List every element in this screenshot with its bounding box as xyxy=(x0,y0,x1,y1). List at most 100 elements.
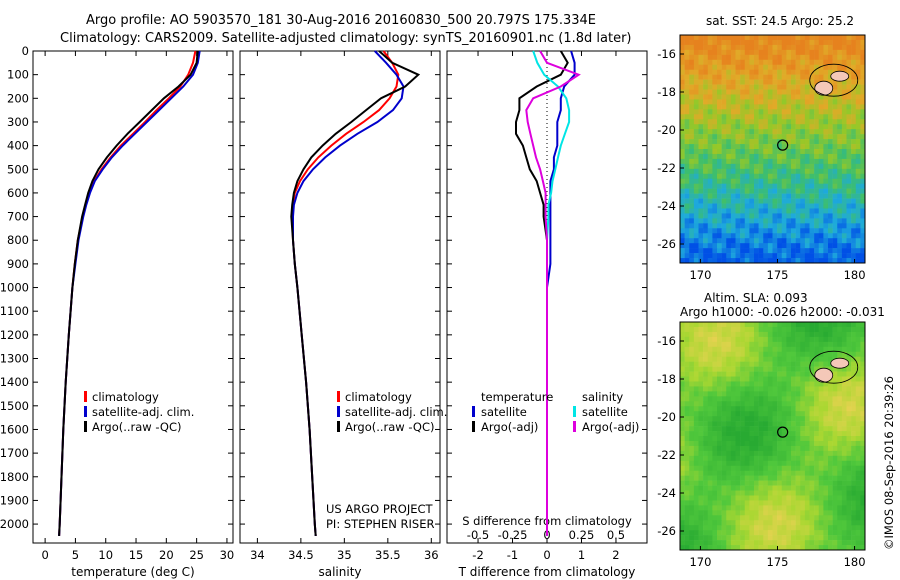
y-tick-label: 1800 xyxy=(0,470,29,484)
legend-argo-label: Argo(..raw -QC) xyxy=(92,420,182,434)
map-raster xyxy=(680,35,866,264)
legend-argo-swatch xyxy=(84,421,87,432)
lat-tick-label: -26 xyxy=(657,524,676,538)
profile-panels: 0 5 10 15 20 25 300100200300400500600700800900… xyxy=(0,44,648,579)
y-tick-label: 500 xyxy=(7,162,29,176)
y-tick-label: 700 xyxy=(7,210,29,224)
series-line-temperature-argo-adj- xyxy=(515,50,569,536)
legend-argo-label: Argo(..raw -QC) xyxy=(345,420,435,434)
header-line-1: Argo profile: AO 5903570_181 30-Aug-2016… xyxy=(86,13,596,28)
x-tick-label: -2 xyxy=(472,548,483,562)
map-frame xyxy=(679,321,866,551)
y-tick-label: 1300 xyxy=(0,352,29,366)
map-raster xyxy=(680,322,866,551)
series-line-climatology xyxy=(291,50,400,536)
series-line-satellite-adj-clim- xyxy=(58,50,201,536)
series-line-argo-raw-qc- xyxy=(58,50,199,536)
x-tick-label: 25 xyxy=(189,548,204,562)
y-tick-label: 1600 xyxy=(0,422,29,436)
legend-climatology-swatch xyxy=(337,391,340,402)
y-tick-label: 900 xyxy=(7,257,29,271)
legend-temp-satellite-label: satellite xyxy=(481,405,527,419)
profile-lines xyxy=(58,50,581,536)
profile-panel-1: 0 5 10 15 20 25 300100200300400500600700800900… xyxy=(0,44,234,579)
plot-frame xyxy=(32,50,234,544)
legend-satellite-swatch xyxy=(84,406,87,417)
legend-climatology-label: climatology xyxy=(92,390,159,404)
legend-sal-satellite-label: satellite xyxy=(582,405,628,419)
sst-map: 170 175 180 -16 -18 -20 -22 -24 -26 xyxy=(657,34,866,282)
pi-credit: PI: STEPHEN RISER xyxy=(326,517,435,531)
plot-frame xyxy=(239,50,441,544)
legend-satellite-label: satellite-adj. clim. xyxy=(345,405,447,419)
y-tick-label: 1400 xyxy=(0,375,29,389)
salinity-legend: climatology satellite-adj. clim. Argo(..… xyxy=(337,390,447,434)
lon-tick-label: 175 xyxy=(767,268,789,282)
island-shape xyxy=(830,357,850,369)
island-shape xyxy=(830,70,850,82)
project-credit: US ARGO PROJECT xyxy=(326,502,434,516)
sla-map: 170 175 180 -16 -18 -20 -22 -24 -26 xyxy=(657,321,866,569)
legend-sal-argo-label: Argo(-adj) xyxy=(582,420,639,434)
x-tick-label: 2 xyxy=(612,548,619,562)
lon-tick-label: 170 xyxy=(689,555,711,569)
profile-panel-2: 34 34.5 35 35.5 36 salinity xyxy=(239,50,441,579)
series-line-temperature-satellite xyxy=(546,50,576,536)
y-tick-label: 100 xyxy=(7,68,29,82)
legend-salinity-heading: salinity xyxy=(582,390,623,404)
y-tick-label: 1000 xyxy=(0,281,29,295)
legend-climatology-label: climatology xyxy=(345,390,412,404)
y-tick-label: 300 xyxy=(7,115,29,129)
x-axis-label: T difference from climatology xyxy=(458,565,636,579)
temperature-legend: climatology satellite-adj. clim. Argo(..… xyxy=(84,390,194,434)
series-line-argo-raw-qc- xyxy=(290,50,421,536)
x-tick-label: 20 xyxy=(159,548,174,562)
float-position-marker xyxy=(777,426,789,438)
x-top-tick-label: 0.5 xyxy=(607,528,625,542)
y-tick-label: 1200 xyxy=(0,328,29,342)
legend-temp-satellite-swatch xyxy=(472,406,475,417)
series-line-climatology xyxy=(58,50,197,536)
lat-tick-label: -26 xyxy=(657,237,676,251)
x-tick-label: 35 xyxy=(337,548,352,562)
reef-contour xyxy=(809,63,859,97)
legend-argo-swatch xyxy=(337,421,340,432)
island-shape xyxy=(814,367,834,383)
island-shape xyxy=(814,80,834,96)
legend-temperature-heading: temperature xyxy=(481,390,553,404)
x-tick-label: 34.5 xyxy=(288,548,314,562)
x-axis-label: salinity xyxy=(318,565,361,579)
x-tick-label: 30 xyxy=(220,548,235,562)
y-tick-label: 1900 xyxy=(0,493,29,507)
lat-tick-label: -18 xyxy=(657,85,676,99)
lat-tick-label: -24 xyxy=(657,486,676,500)
lat-tick-label: -22 xyxy=(657,448,676,462)
y-tick-label: 600 xyxy=(7,186,29,200)
imos-timestamp: ©IMOS 08-Sep-2016 20:39:26 xyxy=(882,376,896,550)
lon-tick-label: 180 xyxy=(844,555,866,569)
legend-satellite-label: satellite-adj. clim. xyxy=(92,405,194,419)
legend-temp-argo-label: Argo(-adj) xyxy=(481,420,538,434)
series-line-salinity-satellite xyxy=(532,50,571,536)
x-tick-label: 10 xyxy=(98,548,113,562)
x-tick-label: 34 xyxy=(250,548,265,562)
x-tick-label: 35.5 xyxy=(375,548,401,562)
legend-temp-argo-swatch xyxy=(472,421,475,432)
header-line-2: Climatology: CARS2009. Satellite-adjuste… xyxy=(60,31,632,46)
difference-legend: temperature satellite Argo(-adj) salinit… xyxy=(472,390,639,434)
x-tick-label: 0 xyxy=(543,548,550,562)
sst-map-title: sat. SST: 24.5 Argo: 25.2 xyxy=(706,14,854,28)
y-tick-label: 200 xyxy=(7,91,29,105)
x-axis-label: temperature (deg C) xyxy=(71,565,194,579)
sla-map-title: Altim. SLA: 0.093 xyxy=(704,291,808,305)
y-tick-label: 1700 xyxy=(0,446,29,460)
x-top-tick-label: -0.5 xyxy=(467,528,489,542)
x-top-tick-label: 0.25 xyxy=(569,528,595,542)
lat-tick-label: -18 xyxy=(657,372,676,386)
lat-tick-label: -16 xyxy=(657,47,676,61)
map-frame xyxy=(679,34,866,264)
legend-sal-argo-swatch xyxy=(573,421,576,432)
x-tick-label: 0 xyxy=(41,548,48,562)
y-tick-label: 2000 xyxy=(0,517,29,531)
